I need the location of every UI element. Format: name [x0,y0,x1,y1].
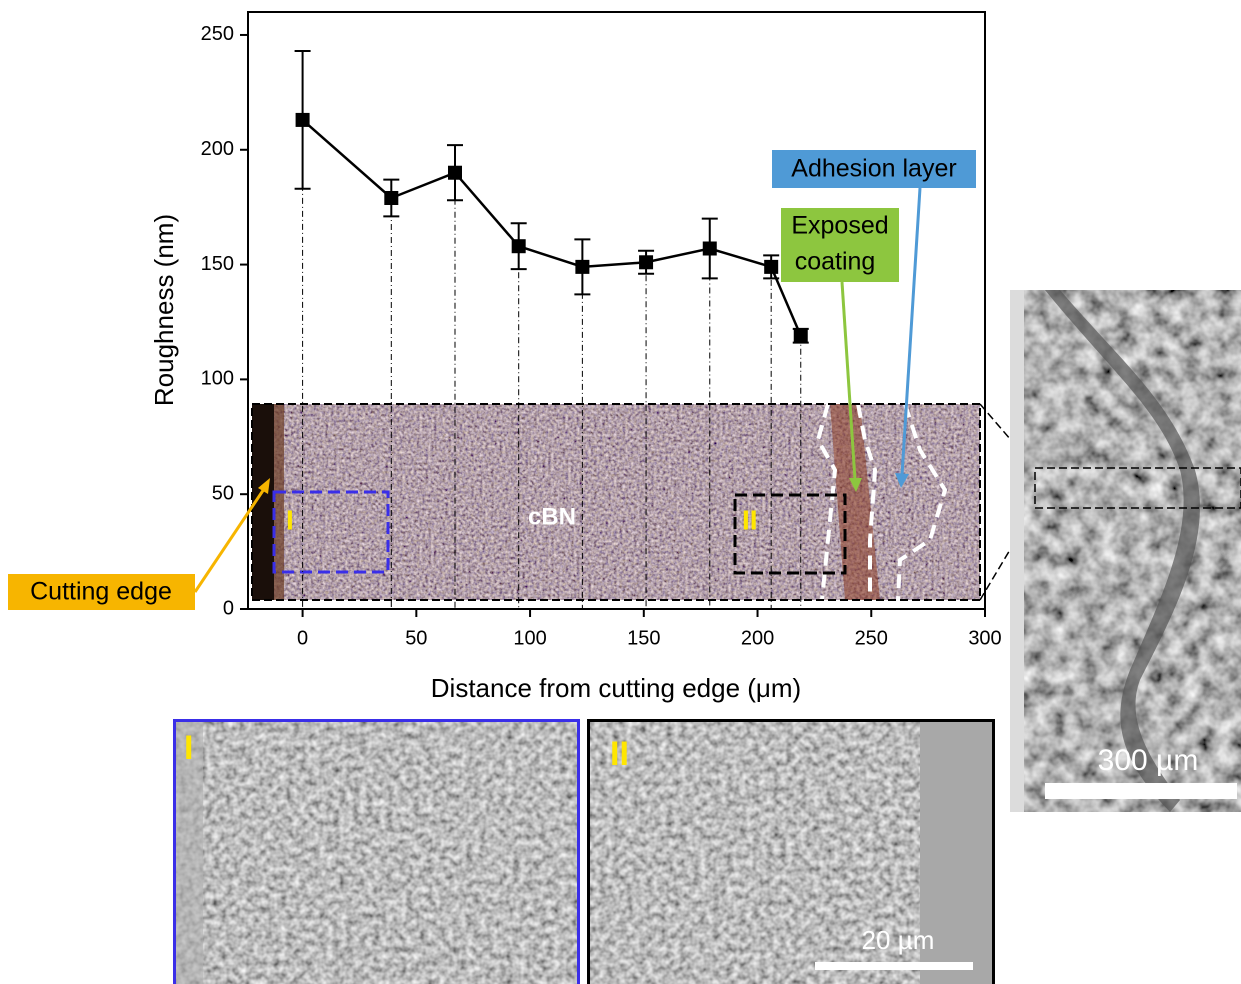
region-label: I [286,504,294,535]
y-tick-label: 200 [201,138,234,160]
scale-bar-label: 300 µm [1098,744,1199,777]
annotation: Exposed [791,212,888,240]
y-tick-label: 100 [201,368,234,390]
y-tick-label: 0 [223,597,234,619]
marker [764,260,778,274]
marker [384,191,398,205]
x-tick-label: 250 [855,627,888,649]
region-label: II [610,735,629,773]
y-axis-label: Roughness (nm) [149,214,179,406]
marker [512,239,526,253]
optical-image [252,404,1035,600]
marker [296,113,310,127]
annotation: coating [795,248,876,276]
material-label: cBN [528,503,576,530]
x-tick-label: 200 [741,627,774,649]
figure: I II cBN 300 µm I II 20 µm Distance from… [0,0,1241,984]
annotation: Cutting edge [30,578,172,606]
annotation: Adhesion layer [791,155,956,183]
x-tick-label: 100 [513,627,546,649]
y-tick-label: 250 [201,23,234,45]
x-axis-label: Distance from cutting edge (μm) [431,673,801,703]
region-label: II [742,504,758,535]
x-tick-label: 0 [297,627,308,649]
y-tick-label: 150 [201,253,234,275]
x-tick-label: 50 [405,627,427,649]
marker [639,255,653,269]
marker [575,260,589,274]
marker [703,242,717,256]
x-tick-label: 150 [627,627,660,649]
y-tick-label: 50 [212,482,234,504]
x-tick-label: 300 [968,627,1001,649]
region-label: I [184,729,193,767]
data-line [303,120,801,336]
marker [448,166,462,180]
sem-image [1010,290,1241,812]
marker [794,329,808,343]
scale-bar-label: 20 µm [862,925,935,955]
